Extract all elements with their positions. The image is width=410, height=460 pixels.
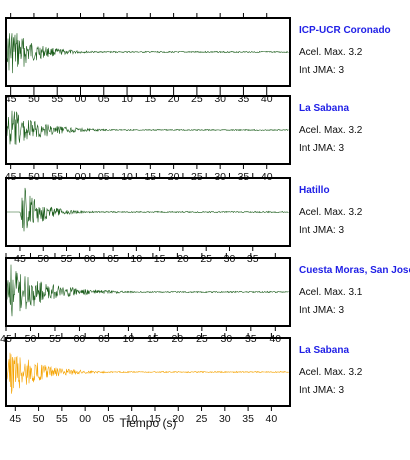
x-tick-label: 30 (214, 93, 226, 105)
panel-frame (5, 177, 291, 247)
x-tick-label: 05 (98, 93, 110, 105)
station-name: La Sabana (299, 345, 349, 356)
seismic-trace (6, 33, 289, 74)
x-tick-label: 15 (144, 93, 156, 105)
x-tick-label: 25 (191, 93, 203, 105)
x-tick-label: 05 (103, 413, 115, 425)
seismic-trace (6, 352, 289, 394)
max-acceleration-label: Acel. Max. 3.2 (299, 367, 363, 378)
max-acceleration-label: Acel. Max. 3.1 (299, 287, 363, 298)
x-tick-label: 20 (168, 93, 180, 105)
panel-frame (5, 95, 291, 165)
x-axis-title: Tiempo (s) (120, 416, 177, 430)
seismogram-panels: 45 50 55 00 05 10 15 20 25 30 35 40 ICP-UCR Coronado… (0, 13, 410, 425)
max-acceleration-label: Acel. Max. 3.2 (299, 47, 363, 58)
x-tick-label: 30 (219, 413, 231, 425)
x-tick-label: 55 (51, 93, 63, 105)
station-name: Cuesta Moras, San Jose (299, 265, 410, 276)
panel-frame (5, 257, 291, 327)
panel-frame (5, 17, 291, 87)
jma-intensity-label: Int JMA: 3 (299, 65, 344, 76)
station-name: ICP-UCR Coronado (299, 25, 391, 36)
jma-intensity-label: Int JMA: 3 (299, 143, 344, 154)
station-panel: 45 50 55 00 05 10 15 20 25 30 35 40 La Sabana Acel. M… (5, 333, 363, 425)
station-name: La Sabana (299, 103, 349, 114)
x-tick-label: 45 (9, 413, 21, 425)
x-tick-label: 10 (121, 93, 133, 105)
x-tick-label: 55 (56, 413, 68, 425)
x-tick-label: 40 (266, 413, 278, 425)
jma-intensity-label: Int JMA: 3 (299, 225, 344, 236)
jma-intensity-label: Int JMA: 3 (299, 385, 344, 396)
x-tick-label: 10 (126, 413, 138, 425)
station-name: Hatillo (299, 185, 330, 196)
x-tick-label: 20 (172, 413, 184, 425)
seismic-trace (6, 264, 289, 317)
x-tick-label: 35 (238, 93, 250, 105)
panel-frame (5, 337, 291, 407)
x-tick-label: 00 (75, 93, 87, 105)
x-tick-label: 50 (28, 93, 40, 105)
x-tick-label: 35 (242, 413, 254, 425)
x-tick-label: 50 (33, 413, 45, 425)
jma-intensity-label: Int JMA: 3 (299, 305, 344, 316)
max-acceleration-label: Acel. Max. 3.2 (299, 125, 363, 136)
seismic-trace (6, 110, 289, 145)
x-tick-label: 00 (79, 413, 91, 425)
x-tick-label: 25 (196, 413, 208, 425)
x-tick-label: 15 (149, 413, 161, 425)
max-acceleration-label: Acel. Max. 3.2 (299, 207, 363, 218)
x-tick-label: 45 (5, 93, 17, 105)
seismic-trace (7, 187, 289, 232)
x-tick-label: 40 (261, 93, 273, 105)
station-panel: 45 50 55 00 05 10 15 20 25 30 35 40 ICP-UCR Coronado… (5, 13, 391, 105)
